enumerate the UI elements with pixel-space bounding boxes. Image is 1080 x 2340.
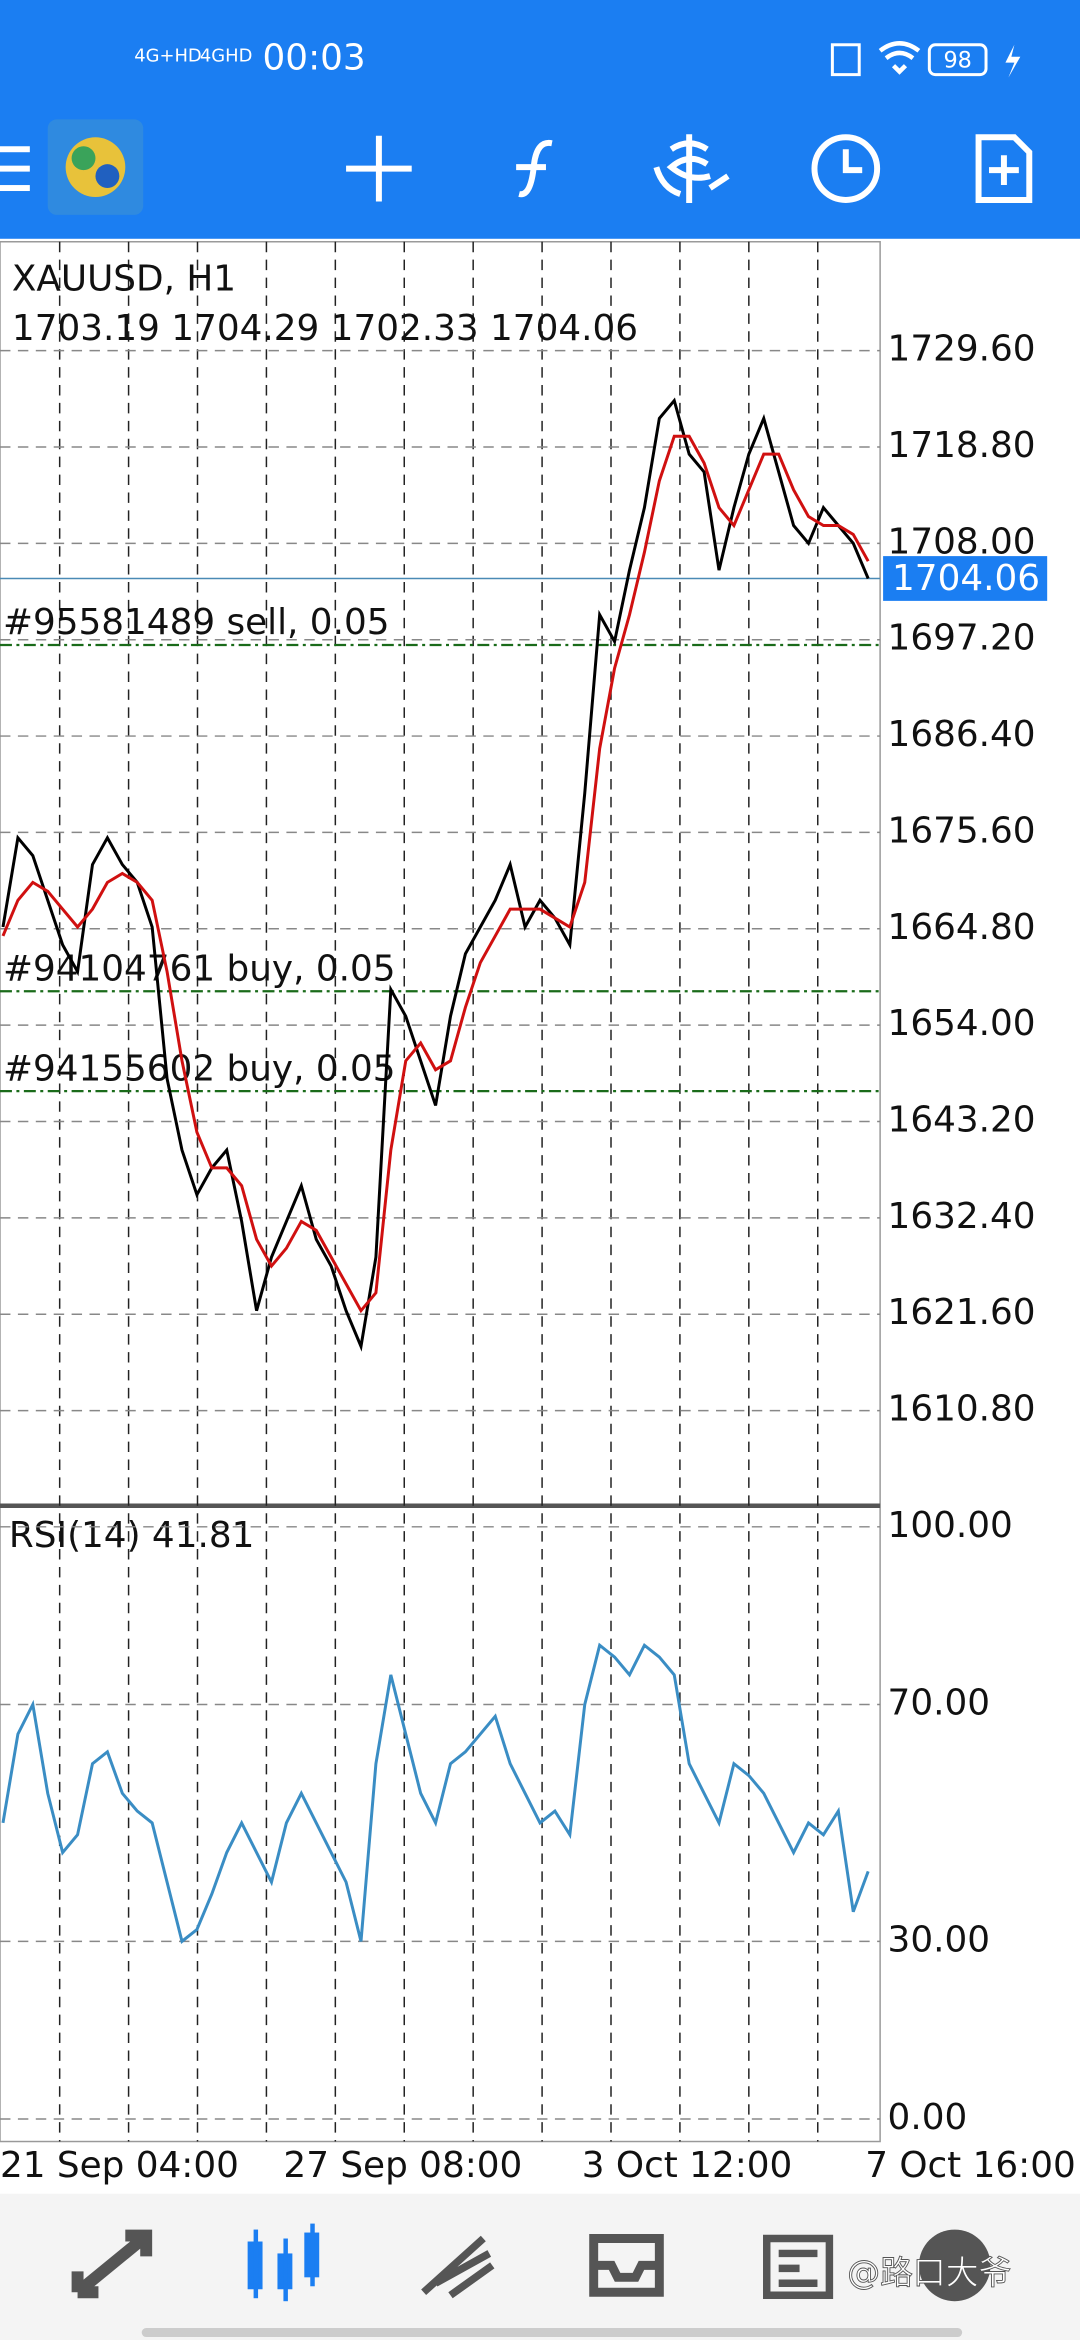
y-tick-label: 30.00 <box>888 1919 990 1960</box>
y-tick-label: 1654.00 <box>888 1003 1036 1044</box>
charging-icon <box>1005 44 1021 78</box>
crosshair-button[interactable] <box>346 135 412 202</box>
watermark: @路口大爷 <box>847 2254 1011 2292</box>
app-icon[interactable] <box>47 119 144 215</box>
network: 4GHD <box>200 46 252 67</box>
y-tick-label: 1632.40 <box>888 1196 1036 1237</box>
new-order-button[interactable] <box>975 134 1033 203</box>
menu-icon[interactable] <box>0 146 30 192</box>
bottom-nav <box>0 2193 1080 2340</box>
y-tick-label: 1697.20 <box>888 618 1036 659</box>
history-tab[interactable] <box>589 2234 664 2297</box>
current-price-label: 1704.06 <box>892 558 1040 599</box>
series-line <box>1 397 870 1352</box>
rsi-title: RSI(14) 41.81 <box>9 1515 254 1556</box>
network: 4G+HD <box>134 46 201 67</box>
trade-button[interactable] <box>653 134 730 203</box>
clock: 00:03 <box>263 38 366 79</box>
chart-frame <box>0 241 881 2143</box>
y-tick-label: 1718.80 <box>888 425 1036 466</box>
quotes-tab[interactable] <box>71 2229 153 2299</box>
wifi-icon <box>878 41 921 75</box>
series-line <box>1 434 870 1314</box>
x-tick-label: 3 Oct 12:00 <box>582 2145 793 2186</box>
order-label: #94155602 buy, 0.05 <box>3 1048 396 1089</box>
battery-level: 98 <box>943 48 971 74</box>
y-tick-label: 1708.00 <box>888 521 1036 562</box>
x-tick-label: 27 Sep 08:00 <box>283 2145 522 2186</box>
order-label: #94104761 buy, 0.05 <box>3 948 396 989</box>
messages-tab[interactable] <box>918 2229 991 2302</box>
y-tick-label: 1686.40 <box>888 714 1036 755</box>
timeframe-button[interactable] <box>811 134 881 203</box>
home-indicator <box>141 2328 963 2338</box>
series-line <box>1 1642 870 1944</box>
symbol-title: XAUUSD, H1 <box>12 259 236 300</box>
indicators-button[interactable] <box>516 139 553 198</box>
y-tick-label: 1610.80 <box>888 1389 1036 1430</box>
y-tick-label: 1729.60 <box>888 329 1036 370</box>
top-bar <box>0 0 1080 239</box>
current-price-box <box>883 556 1048 601</box>
trade-tab[interactable] <box>421 2235 495 2299</box>
y-tick-label: 100.00 <box>888 1505 1013 1546</box>
y-tick-label: 1621.60 <box>888 1292 1036 1333</box>
y-tick-label: 1643.20 <box>888 1100 1036 1141</box>
y-tick-label: 70.00 <box>888 1682 990 1723</box>
y-tick-label: 0.00 <box>888 2097 968 2138</box>
ohlc-text: 1703.19 1704.29 1702.33 1704.06 <box>12 308 638 349</box>
vertical-grid <box>58 241 819 2142</box>
x-tick-label: 7 Oct 16:00 <box>865 2145 1076 2186</box>
battery-icon <box>927 43 988 77</box>
x-tick-label: 21 Sep 04:00 <box>0 2145 239 2186</box>
news-tab[interactable] <box>763 2234 834 2299</box>
y-tick-label: 1664.80 <box>888 907 1036 948</box>
y-tick-label: 1675.60 <box>888 810 1036 851</box>
order-label: #95581489 sell, 0.05 <box>3 602 390 643</box>
chart-tab[interactable] <box>247 2223 320 2302</box>
vibrate-icon <box>830 43 861 77</box>
